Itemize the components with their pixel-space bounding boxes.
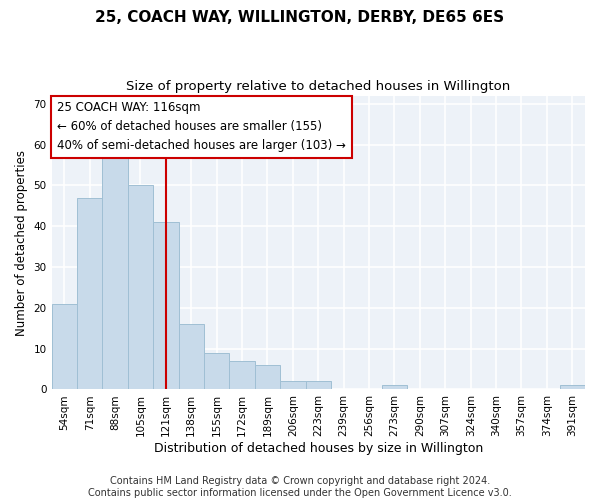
Bar — [77, 198, 103, 390]
Bar — [179, 324, 204, 390]
Bar — [153, 222, 179, 390]
Bar — [52, 304, 77, 390]
Bar — [128, 186, 153, 390]
Bar — [255, 365, 280, 390]
X-axis label: Distribution of detached houses by size in Willington: Distribution of detached houses by size … — [154, 442, 483, 455]
Text: 25, COACH WAY, WILLINGTON, DERBY, DE65 6ES: 25, COACH WAY, WILLINGTON, DERBY, DE65 6… — [95, 10, 505, 25]
Bar — [280, 382, 305, 390]
Bar — [305, 382, 331, 390]
Bar — [560, 386, 585, 390]
Bar — [382, 386, 407, 390]
Title: Size of property relative to detached houses in Willington: Size of property relative to detached ho… — [126, 80, 511, 93]
Text: Contains HM Land Registry data © Crown copyright and database right 2024.
Contai: Contains HM Land Registry data © Crown c… — [88, 476, 512, 498]
Y-axis label: Number of detached properties: Number of detached properties — [15, 150, 28, 336]
Bar — [204, 352, 229, 390]
Text: 25 COACH WAY: 116sqm
← 60% of detached houses are smaller (155)
40% of semi-deta: 25 COACH WAY: 116sqm ← 60% of detached h… — [57, 102, 346, 152]
Bar — [229, 361, 255, 390]
Bar — [103, 157, 128, 390]
